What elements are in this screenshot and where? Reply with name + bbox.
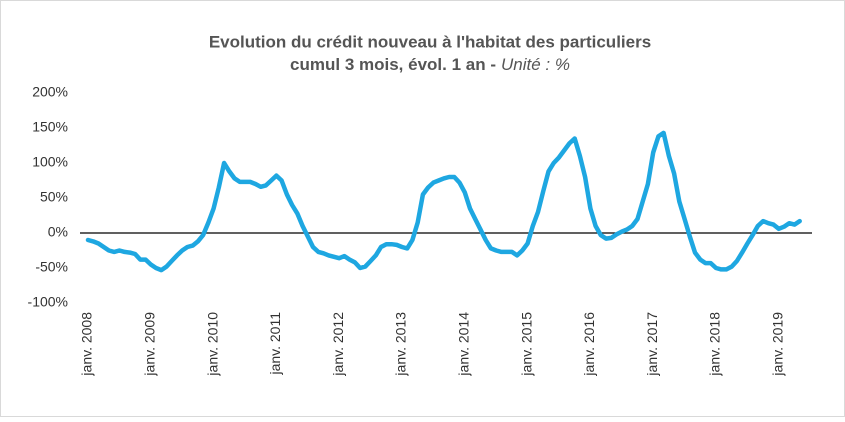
x-tick-label: janv. 2019 (769, 312, 785, 377)
x-tick-label: janv. 2014 (455, 312, 471, 377)
data-line (85, 130, 802, 273)
x-tick-label: janv. 2011 (267, 312, 283, 376)
x-tick-label: janv. 2015 (518, 312, 534, 377)
x-tick-label: janv. 2016 (581, 312, 597, 377)
x-tick-label: janv. 2012 (330, 312, 346, 377)
y-tick-label: 50% (40, 189, 68, 205)
x-tick-label: janv. 2009 (141, 312, 157, 377)
y-tick-label: -50% (35, 259, 68, 275)
y-tick-label: 200% (32, 84, 68, 100)
subtitle-main: cumul 3 mois, évol. 1 an - (290, 55, 496, 74)
chart-subtitle: cumul 3 mois, évol. 1 an - Unité : % (290, 55, 570, 74)
y-tick-label: 100% (32, 154, 68, 170)
unit-note: Unité : % (501, 55, 570, 74)
x-tick-label: janv. 2013 (393, 312, 409, 377)
x-tick-label: janv. 2018 (707, 312, 723, 377)
y-tick-label: 150% (32, 119, 68, 135)
y-tick-label: 0% (48, 224, 68, 240)
x-tick-label: janv. 2008 (79, 312, 95, 377)
x-tick-label: janv. 2010 (204, 312, 220, 377)
y-tick-label: -100% (28, 294, 68, 310)
x-tick-label: janv. 2017 (644, 312, 660, 377)
chart-title: Evolution du crédit nouveau à l'habitat … (209, 32, 651, 51)
